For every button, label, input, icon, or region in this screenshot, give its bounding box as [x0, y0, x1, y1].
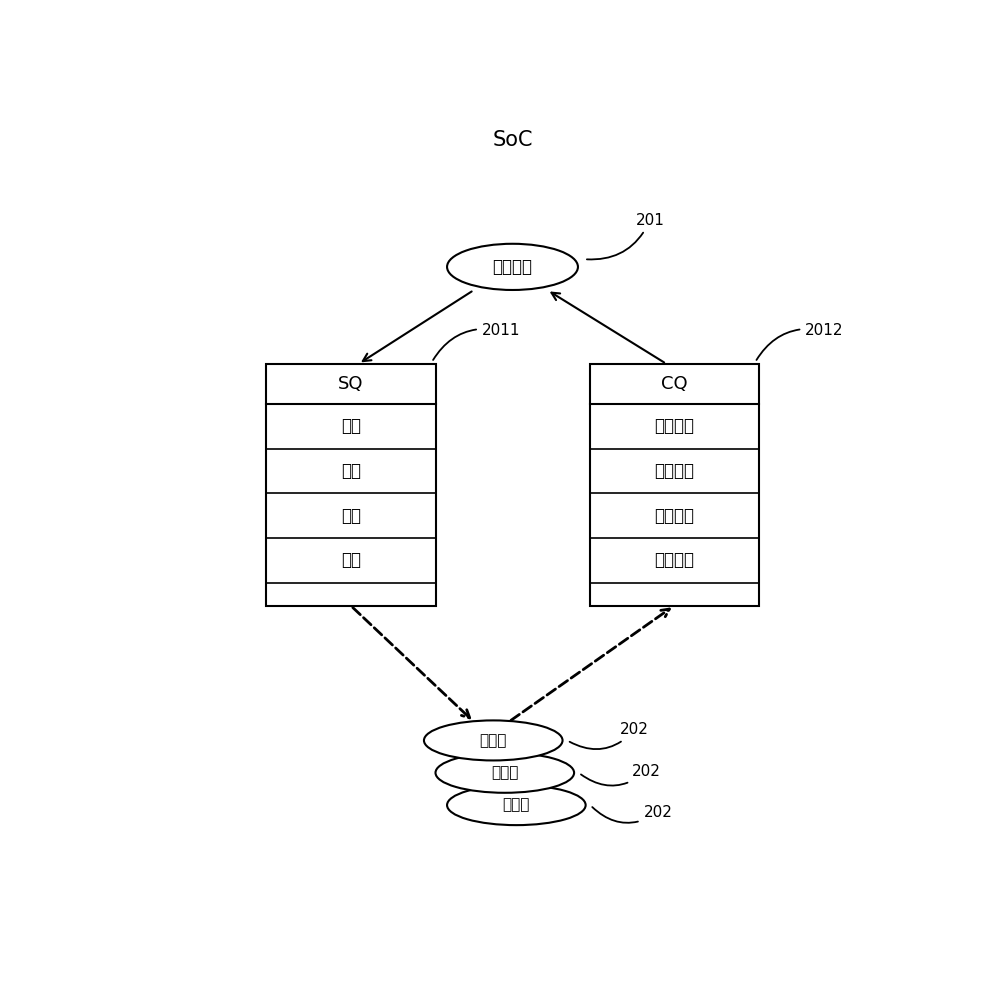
Text: 执行结果: 执行结果 [654, 418, 694, 435]
Text: 202: 202 [581, 764, 661, 786]
Text: SQ: SQ [338, 375, 364, 393]
Text: 驱动模块: 驱动模块 [492, 258, 532, 276]
Text: 2011: 2011 [433, 322, 520, 360]
Text: 202: 202 [592, 806, 672, 822]
Text: 执行结果: 执行结果 [654, 507, 694, 525]
Text: 命令: 命令 [341, 418, 361, 435]
Text: 执行结果: 执行结果 [654, 462, 694, 480]
Text: 201: 201 [587, 212, 665, 260]
Text: CQ: CQ [661, 375, 688, 393]
Text: 加速器: 加速器 [491, 765, 518, 781]
Bar [590, 364, 759, 606]
Ellipse shape [447, 785, 586, 825]
Ellipse shape [447, 244, 578, 290]
Text: 202: 202 [570, 722, 649, 749]
Text: 加速器: 加速器 [503, 798, 530, 812]
Text: 命令: 命令 [341, 462, 361, 480]
Text: 命令: 命令 [341, 552, 361, 569]
Text: SoC: SoC [492, 130, 533, 150]
Text: 命令: 命令 [341, 507, 361, 525]
Text: 加速器: 加速器 [480, 733, 507, 748]
Text: 执行结果: 执行结果 [654, 552, 694, 569]
Ellipse shape [424, 720, 563, 761]
Text: 2012: 2012 [756, 322, 844, 360]
Ellipse shape [435, 753, 574, 793]
Bar [266, 364, 436, 606]
